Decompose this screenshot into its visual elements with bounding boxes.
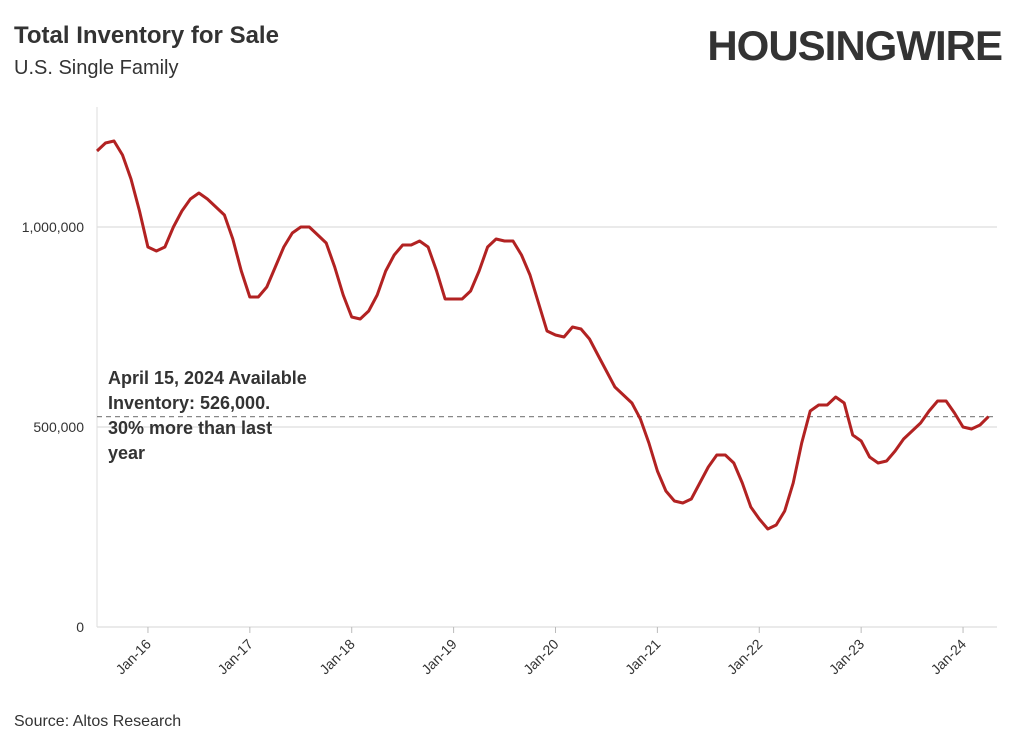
x-tick-label: Jan-20 <box>520 636 562 678</box>
chart-subtitle: U.S. Single Family <box>14 57 179 79</box>
chart-title: Total Inventory for Sale <box>14 22 279 49</box>
annotation: April 15, 2024 Available <box>108 368 307 388</box>
annotation: Inventory: 526,000. <box>108 393 270 413</box>
x-tick-label: Jan-22 <box>724 636 766 678</box>
x-tick-label: Jan-17 <box>214 636 256 678</box>
x-tick-label: Jan-23 <box>826 636 868 678</box>
brand-logo: HOUSINGWIRE <box>707 22 1002 69</box>
annotation: 30% more than last <box>108 418 272 438</box>
annotation: year <box>108 443 145 463</box>
x-tick-label: Jan-19 <box>418 636 460 678</box>
x-tick-label: Jan-24 <box>928 636 970 678</box>
y-tick-label: 500,000 <box>33 419 84 435</box>
source: Source: Altos Research <box>14 713 181 730</box>
x-tick-label: Jan-18 <box>316 636 358 678</box>
data-line <box>95 139 990 531</box>
x-tick-label: Jan-16 <box>112 636 154 678</box>
x-tick-label: Jan-21 <box>622 636 664 678</box>
y-tick-label: 0 <box>76 619 84 635</box>
y-tick-label: 1,000,000 <box>22 219 84 235</box>
